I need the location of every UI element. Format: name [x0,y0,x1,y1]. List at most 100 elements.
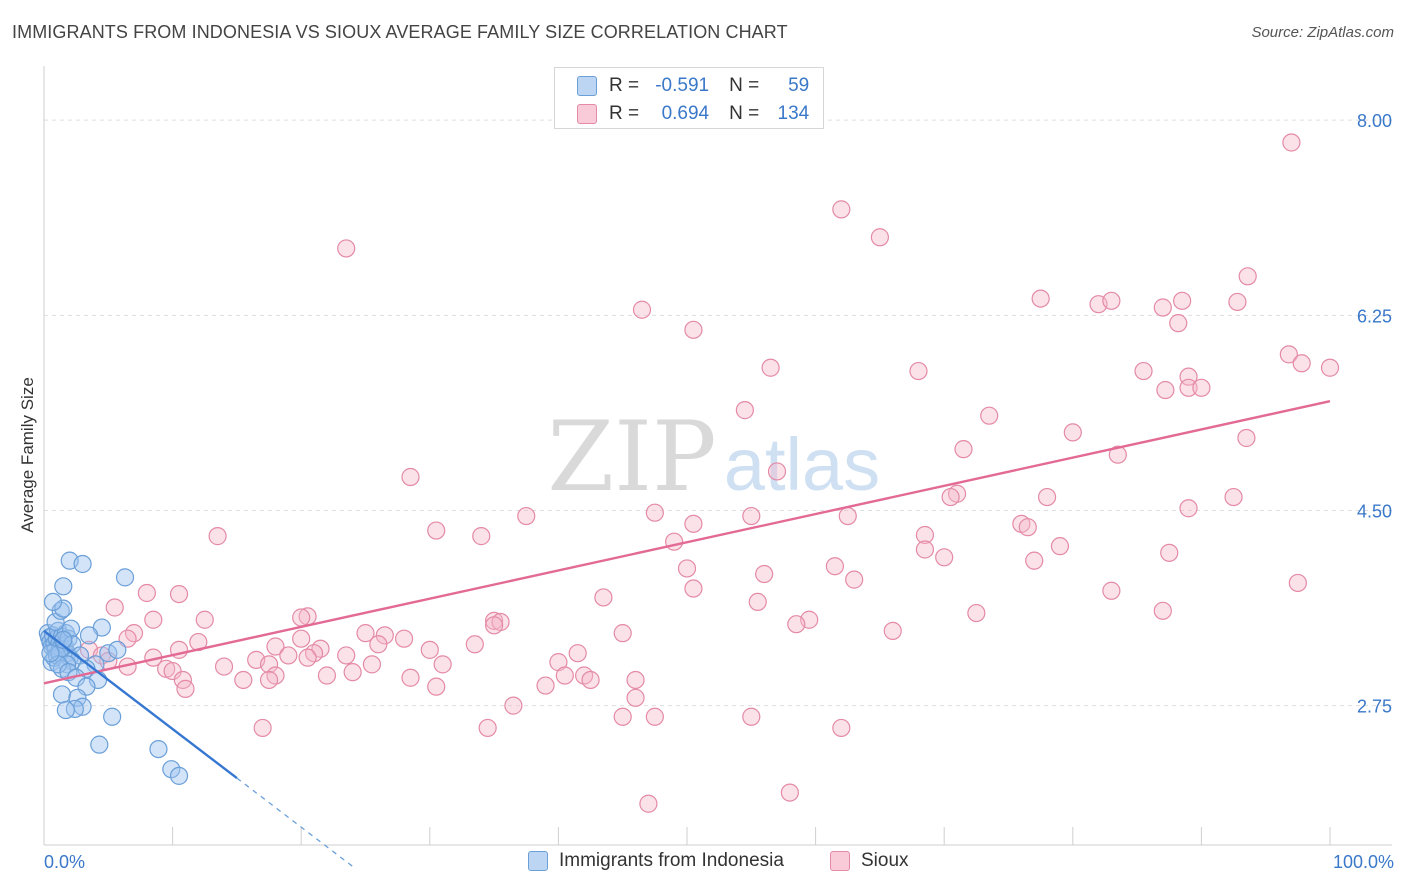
data-point [787,615,806,634]
data-point [266,637,285,656]
data-point [742,707,761,726]
data-point [195,610,214,629]
data-point [915,525,935,545]
data-point [73,554,92,574]
data-point [1160,543,1179,562]
data-point [485,611,504,630]
data-point [1037,487,1057,507]
data-point [362,655,382,674]
legend-label-indonesia: Immigrants from Indonesia [559,850,784,871]
data-point [433,655,452,674]
x-axis-min-label: 0.0% [44,852,86,872]
data-point [208,527,227,546]
legend-row-indonesia: R = -0.591 N = 59 [577,74,809,98]
data-point [735,401,754,420]
data-point [259,670,279,690]
data-point [1031,289,1050,308]
chart-title: IMMIGRANTS FROM INDONESIA VS SIOUX AVERA… [12,22,788,42]
data-point [594,588,613,607]
data-point [1288,573,1307,593]
data-point [941,487,960,507]
data-point [292,629,311,648]
data-point [149,740,168,759]
data-point [478,718,497,738]
legend-r-value: 0.694 [661,103,710,124]
data-point [176,679,195,698]
data-point [118,629,137,648]
data-point [1320,358,1340,377]
data-point [832,200,851,219]
data-point [883,621,902,640]
trend-lines [43,400,1331,867]
data-point [1153,601,1172,620]
data-point [103,707,122,726]
data-point [1018,518,1037,537]
legend-item-indonesia[interactable]: Immigrants from Indonesia [528,850,784,872]
data-point [43,592,63,612]
data-point [684,320,703,339]
data-point [317,666,337,685]
legend-item-sioux[interactable]: Sioux [830,850,909,872]
data-point [632,300,652,319]
data-point [568,644,587,663]
data-point [639,794,658,813]
data-point [1102,291,1121,310]
legend-n-value: 134 [777,103,810,124]
trend-line-indonesia [43,629,238,780]
data-point [1179,499,1198,518]
watermark-zip: ZIP [547,401,716,513]
legend-r-value: -0.591 [655,75,710,96]
data-point [46,612,65,632]
data-point [684,579,703,598]
data-point [105,598,124,617]
data-point [780,783,799,802]
stats-legend: R = -0.591 N = 59 R = 0.694 N = 134 [554,67,824,129]
data-point [401,467,420,487]
grid-lines [44,119,1392,707]
data-point [536,676,555,695]
series-immigrants-from-indonesia [38,551,189,785]
data-point [1173,291,1192,310]
data-point [79,626,99,645]
data-point [645,503,664,522]
data-point [1134,361,1153,381]
data-point [967,603,986,623]
data-point [1237,428,1256,448]
data-point [394,629,414,648]
data-point [613,624,632,643]
y-tick-label: 2.75 [1357,697,1392,717]
data-point [915,540,935,559]
data-point [626,670,645,690]
data-point [838,506,857,526]
legend-r-label: R = [609,75,640,96]
data-point [645,707,664,726]
legend-n-label: N = [729,75,760,96]
data-point [369,635,388,654]
data-point [954,440,973,459]
data-point [761,358,780,377]
data-point [665,532,684,551]
data-point [870,228,890,247]
data-point [169,585,189,604]
data-point [825,557,844,576]
data-point [980,406,999,425]
data-point [169,766,189,785]
data-point [401,668,420,687]
data-point [375,626,394,645]
data-point [144,610,163,629]
data-points [38,133,1340,813]
data-point [214,657,234,676]
data-point [1156,380,1175,400]
data-point [1192,378,1211,397]
data-point [684,514,703,533]
data-point [54,577,73,596]
data-point [41,644,60,663]
legend-row-sioux: R = 0.694 N = 134 [577,102,809,126]
data-point [1025,551,1044,570]
data-point [755,564,774,584]
data-point [517,506,536,526]
legend-label-sioux: Sioux [861,850,909,871]
data-point [748,592,767,612]
watermark: ZIP atlas [547,401,880,513]
data-point [279,646,298,665]
